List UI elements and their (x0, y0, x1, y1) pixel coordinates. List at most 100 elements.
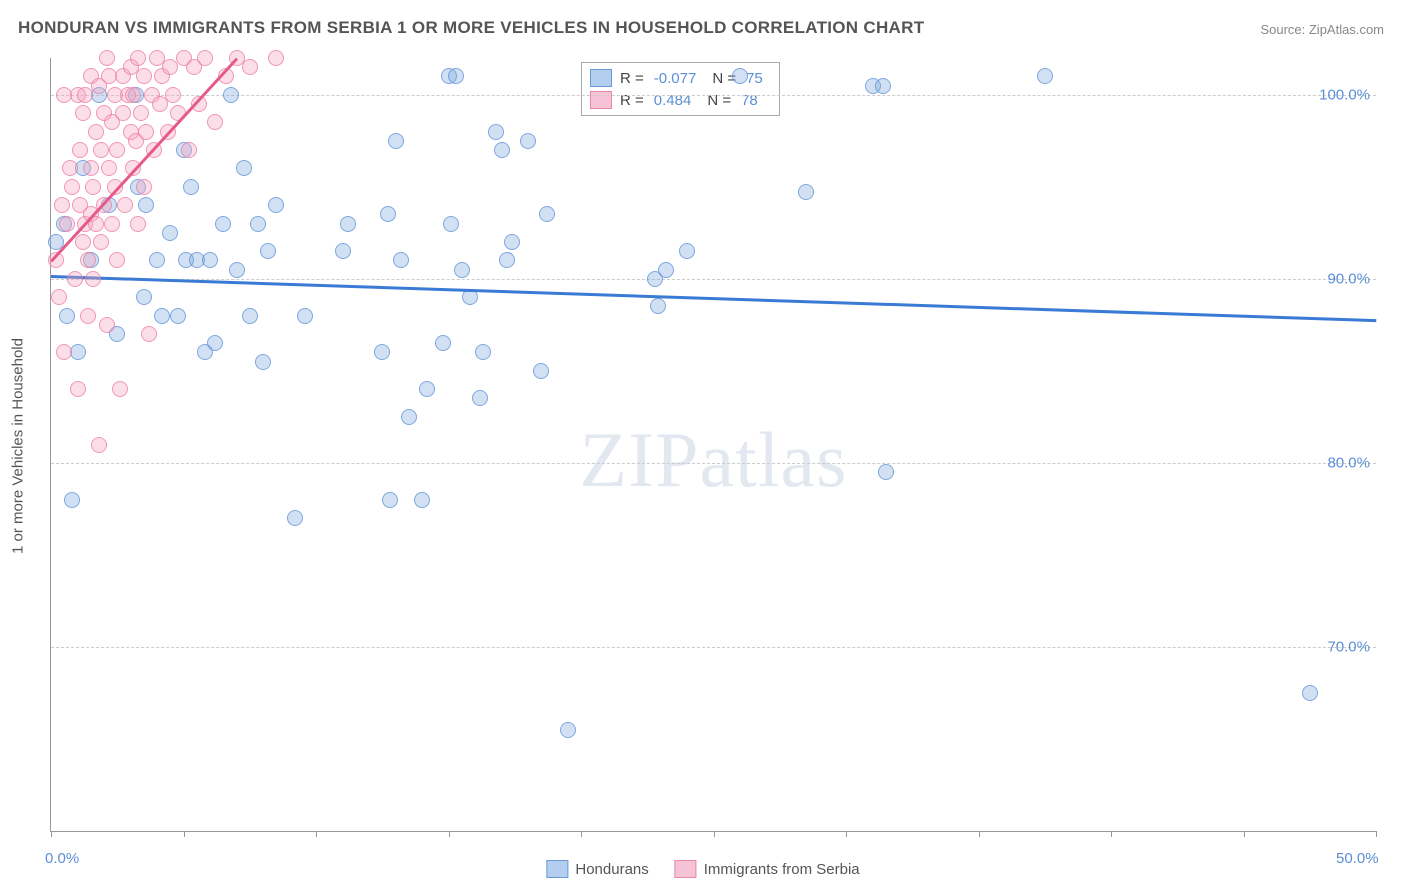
scatter-point (560, 722, 576, 738)
scatter-point (388, 133, 404, 149)
gridline (51, 95, 1376, 96)
y-axis-label: 1 or more Vehicles in Household (10, 338, 27, 554)
scatter-point (85, 179, 101, 195)
scatter-point (475, 344, 491, 360)
scatter-point (99, 50, 115, 66)
y-tick-label: 80.0% (1327, 454, 1370, 471)
scatter-point (878, 464, 894, 480)
x-tick-mark (979, 831, 980, 837)
scatter-point (268, 197, 284, 213)
legend-item-hondurans: Hondurans (546, 860, 648, 878)
scatter-point (215, 216, 231, 232)
scatter-point (250, 216, 266, 232)
scatter-point (51, 289, 67, 305)
x-tick-mark (1244, 831, 1245, 837)
scatter-point (138, 124, 154, 140)
x-tick-mark (316, 831, 317, 837)
scatter-point (520, 133, 536, 149)
gridline (51, 463, 1376, 464)
scatter-point (70, 381, 86, 397)
scatter-point (236, 160, 252, 176)
stats-swatch (590, 91, 612, 109)
scatter-point (101, 160, 117, 176)
scatter-point (443, 216, 459, 232)
scatter-point (223, 87, 239, 103)
scatter-point (117, 197, 133, 213)
x-tick-mark (846, 831, 847, 837)
scatter-point (798, 184, 814, 200)
scatter-point (499, 252, 515, 268)
scatter-point (380, 206, 396, 222)
scatter-point (75, 105, 91, 121)
scatter-point (1302, 685, 1318, 701)
x-tick-mark (714, 831, 715, 837)
scatter-point (875, 78, 891, 94)
scatter-point (99, 317, 115, 333)
scatter-point (494, 142, 510, 158)
scatter-point (59, 216, 75, 232)
legend-item-serbia: Immigrants from Serbia (675, 860, 860, 878)
scatter-point (650, 298, 666, 314)
legend-swatch-pink (675, 860, 697, 878)
scatter-point (732, 68, 748, 84)
scatter-point (64, 179, 80, 195)
scatter-point (472, 390, 488, 406)
scatter-point (136, 179, 152, 195)
scatter-point (64, 492, 80, 508)
scatter-point (679, 243, 695, 259)
scatter-point (229, 262, 245, 278)
scatter-point (59, 308, 75, 324)
scatter-point (138, 197, 154, 213)
scatter-point (62, 160, 78, 176)
scatter-point (109, 142, 125, 158)
scatter-point (414, 492, 430, 508)
scatter-point (170, 308, 186, 324)
scatter-point (54, 197, 70, 213)
scatter-point (260, 243, 276, 259)
legend-label-serbia: Immigrants from Serbia (704, 861, 860, 878)
source-label: Source: ZipAtlas.com (1260, 22, 1384, 37)
scatter-point (165, 87, 181, 103)
x-axis-end-label: 50.0% (1336, 850, 1379, 867)
scatter-point (183, 179, 199, 195)
legend-label-hondurans: Hondurans (575, 861, 648, 878)
scatter-point (539, 206, 555, 222)
scatter-point (85, 271, 101, 287)
scatter-point (197, 50, 213, 66)
stats-r-value: -0.077 (654, 70, 697, 87)
scatter-point (72, 142, 88, 158)
x-tick-mark (1111, 831, 1112, 837)
scatter-point (80, 252, 96, 268)
y-tick-label: 100.0% (1319, 86, 1370, 103)
chart-title: HONDURAN VS IMMIGRANTS FROM SERBIA 1 OR … (18, 18, 924, 38)
x-axis-start-label: 0.0% (45, 850, 79, 867)
stats-n-value: 75 (746, 70, 763, 87)
scatter-point (115, 105, 131, 121)
legend-swatch-blue (546, 860, 568, 878)
scatter-point (207, 114, 223, 130)
scatter-point (297, 308, 313, 324)
stats-row-serbia: R =0.484N =78 (590, 89, 771, 111)
x-tick-mark (1376, 831, 1377, 837)
scatter-point (454, 262, 470, 278)
scatter-point (91, 437, 107, 453)
scatter-point (133, 105, 149, 121)
scatter-point (504, 234, 520, 250)
scatter-point (56, 344, 72, 360)
scatter-point (255, 354, 271, 370)
scatter-point (658, 262, 674, 278)
scatter-point (181, 142, 197, 158)
scatter-point (382, 492, 398, 508)
scatter-point (88, 124, 104, 140)
scatter-point (374, 344, 390, 360)
scatter-point (83, 160, 99, 176)
scatter-point (75, 234, 91, 250)
scatter-point (67, 271, 83, 287)
scatter-point (109, 252, 125, 268)
scatter-point (207, 335, 223, 351)
bottom-legend: Hondurans Immigrants from Serbia (546, 860, 859, 878)
scatter-point (125, 87, 141, 103)
scatter-point (136, 289, 152, 305)
scatter-point (136, 68, 152, 84)
y-tick-label: 90.0% (1327, 270, 1370, 287)
